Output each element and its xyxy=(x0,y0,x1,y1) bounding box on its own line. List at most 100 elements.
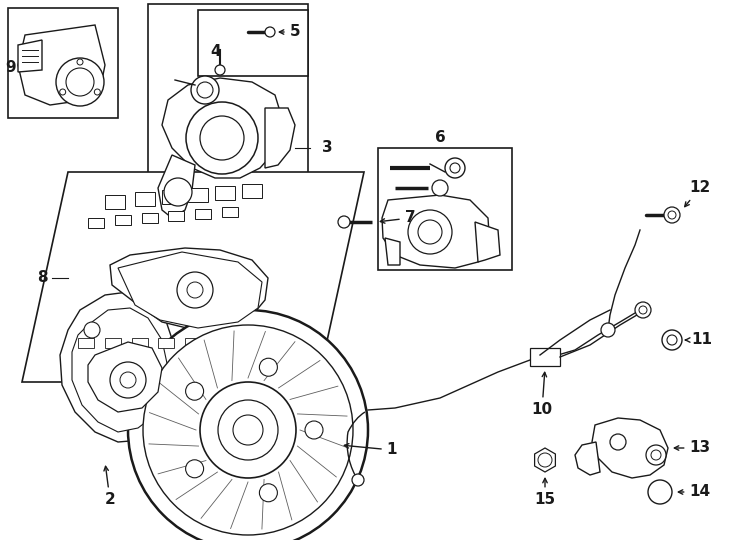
Circle shape xyxy=(66,68,94,96)
Polygon shape xyxy=(265,108,295,168)
Bar xyxy=(135,192,155,206)
Circle shape xyxy=(445,158,465,178)
Bar xyxy=(142,213,158,223)
Polygon shape xyxy=(382,195,490,268)
Circle shape xyxy=(667,335,677,345)
Bar xyxy=(212,338,228,348)
Circle shape xyxy=(646,445,666,465)
Circle shape xyxy=(408,210,452,254)
Text: 5: 5 xyxy=(280,24,300,39)
Polygon shape xyxy=(162,78,282,178)
Bar xyxy=(168,211,184,221)
Circle shape xyxy=(601,323,615,337)
Polygon shape xyxy=(88,342,162,412)
Circle shape xyxy=(265,27,275,37)
Bar xyxy=(78,338,94,348)
Circle shape xyxy=(84,322,100,338)
Text: 2: 2 xyxy=(104,467,115,508)
Polygon shape xyxy=(575,442,600,475)
Circle shape xyxy=(215,65,225,75)
Circle shape xyxy=(639,306,647,314)
Circle shape xyxy=(432,180,448,196)
Text: 12: 12 xyxy=(685,180,711,207)
Text: 4: 4 xyxy=(210,44,221,59)
Circle shape xyxy=(450,163,460,173)
Bar xyxy=(105,338,121,348)
Text: 10: 10 xyxy=(531,372,553,417)
Polygon shape xyxy=(22,172,364,382)
Circle shape xyxy=(352,474,364,486)
Circle shape xyxy=(95,89,101,95)
Circle shape xyxy=(218,400,278,460)
Bar xyxy=(215,186,235,200)
Polygon shape xyxy=(110,248,268,330)
Polygon shape xyxy=(72,308,168,432)
Text: 7: 7 xyxy=(380,211,415,226)
Polygon shape xyxy=(534,448,556,472)
Text: 15: 15 xyxy=(534,478,556,508)
Circle shape xyxy=(77,59,83,65)
Circle shape xyxy=(233,415,263,445)
Circle shape xyxy=(197,82,213,98)
Bar xyxy=(115,215,131,225)
Text: 3: 3 xyxy=(322,140,333,156)
Circle shape xyxy=(59,89,65,95)
Circle shape xyxy=(191,76,219,104)
Polygon shape xyxy=(118,252,262,328)
Circle shape xyxy=(186,460,203,478)
Text: 11: 11 xyxy=(686,333,713,348)
Polygon shape xyxy=(592,418,668,478)
Bar xyxy=(242,184,262,198)
Circle shape xyxy=(338,216,350,228)
Circle shape xyxy=(418,220,442,244)
Bar xyxy=(530,348,560,366)
Bar xyxy=(105,195,125,209)
Circle shape xyxy=(110,362,146,398)
Circle shape xyxy=(200,382,296,478)
Circle shape xyxy=(305,421,323,439)
Circle shape xyxy=(164,178,192,206)
Circle shape xyxy=(200,116,244,160)
Bar xyxy=(162,190,182,204)
Polygon shape xyxy=(60,292,178,442)
Circle shape xyxy=(56,58,104,106)
Polygon shape xyxy=(18,25,105,105)
Bar xyxy=(158,338,174,348)
Circle shape xyxy=(610,434,626,450)
Circle shape xyxy=(187,282,203,298)
Circle shape xyxy=(120,372,136,388)
Bar xyxy=(88,218,104,228)
Bar xyxy=(132,338,148,348)
Circle shape xyxy=(664,207,680,223)
Circle shape xyxy=(259,484,277,502)
Circle shape xyxy=(143,325,353,535)
Circle shape xyxy=(186,102,258,174)
Circle shape xyxy=(651,450,661,460)
Circle shape xyxy=(177,272,213,308)
Polygon shape xyxy=(385,238,400,265)
Text: 9: 9 xyxy=(5,60,15,76)
Bar xyxy=(8,8,118,118)
Circle shape xyxy=(662,330,682,350)
Bar xyxy=(188,188,208,202)
Polygon shape xyxy=(18,40,42,72)
Circle shape xyxy=(259,358,277,376)
Circle shape xyxy=(186,382,203,400)
Circle shape xyxy=(128,310,368,540)
Circle shape xyxy=(648,480,672,504)
Text: 6: 6 xyxy=(435,131,446,145)
Bar xyxy=(195,209,211,219)
Bar xyxy=(378,148,512,270)
Text: 14: 14 xyxy=(678,484,711,500)
Bar xyxy=(148,4,308,228)
Circle shape xyxy=(635,302,651,318)
Polygon shape xyxy=(475,222,500,262)
Bar xyxy=(222,207,238,217)
Bar xyxy=(238,336,254,346)
Bar xyxy=(185,338,201,348)
Text: 8: 8 xyxy=(37,271,48,286)
Circle shape xyxy=(538,453,552,467)
Text: 13: 13 xyxy=(675,441,711,456)
Text: 1: 1 xyxy=(344,442,397,457)
Bar xyxy=(198,10,308,76)
